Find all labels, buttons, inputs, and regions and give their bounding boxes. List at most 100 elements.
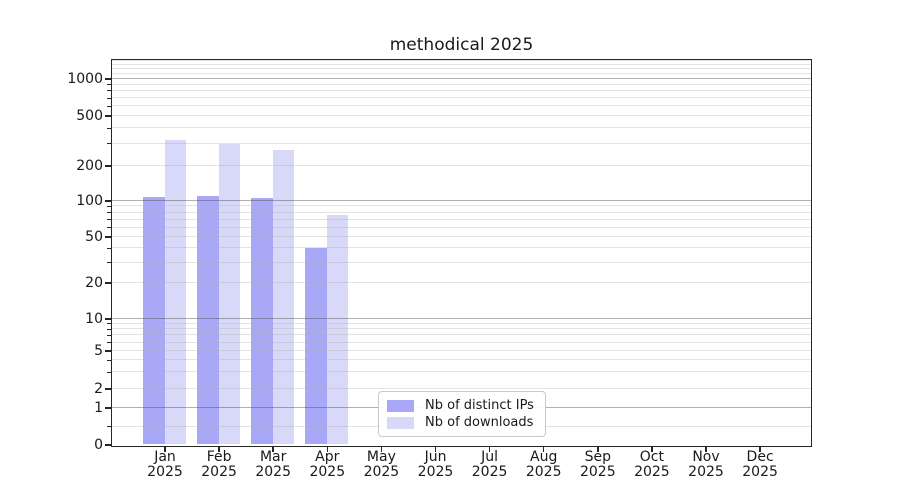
- y-tick-label: 5: [94, 343, 103, 359]
- x-tick-label: Jul 2025: [460, 450, 520, 480]
- gridline-minor: [111, 218, 811, 220]
- x-tick-label-year: 2025: [255, 464, 291, 480]
- gridline-minor: [111, 83, 811, 85]
- gridline-minor: [111, 226, 811, 228]
- x-tick-label-year: 2025: [742, 464, 778, 480]
- x-tick-label-year: 2025: [688, 464, 724, 480]
- y-tick-label: 200: [76, 158, 103, 174]
- gridline-minor: [111, 205, 811, 207]
- x-tick-label: Apr 2025: [297, 450, 357, 480]
- x-tick-label: Feb 2025: [189, 450, 249, 480]
- y-tick-label: 20: [85, 275, 103, 291]
- x-tick-label-month: Sep: [584, 449, 611, 465]
- y-tick-label: 1000: [67, 71, 103, 87]
- x-tick-label-year: 2025: [147, 464, 183, 480]
- x-tick-label-year: 2025: [471, 464, 508, 480]
- y-minor-tick-mark: [107, 328, 111, 330]
- gridline-major: [111, 318, 811, 320]
- x-tick-label-month: Nov: [692, 449, 720, 465]
- x-tick-label-year: 2025: [201, 464, 237, 480]
- gridline-minor: [111, 328, 811, 330]
- y-minor-tick-mark: [107, 84, 111, 86]
- gridline-minor: [111, 72, 811, 74]
- x-tick-label-year: 2025: [525, 464, 562, 480]
- gridline-minor: [111, 261, 811, 263]
- x-tick-label-month: Feb: [206, 449, 232, 465]
- x-tick-label: Oct 2025: [622, 450, 682, 480]
- bar-nb-of-downloads-jan-2025: [164, 139, 186, 445]
- y-tick-label: 0: [94, 437, 103, 453]
- y-tick-label: 500: [76, 108, 103, 124]
- x-tick-label-year: 2025: [634, 464, 670, 480]
- legend-row-downloads: Nb of downloads: [387, 414, 537, 431]
- x-tick-label-year: 2025: [417, 464, 454, 480]
- y-tick-label: 1: [94, 400, 103, 416]
- gridline-minor: [111, 322, 811, 324]
- gridline-minor: [111, 388, 811, 389]
- y-minor-tick-mark: [107, 247, 111, 249]
- legend-swatch-distinct-ips: [387, 399, 414, 412]
- y-minor-tick-mark: [107, 342, 111, 344]
- x-tick-label: Aug 2025: [514, 450, 574, 480]
- y-minor-tick-mark: [107, 105, 111, 107]
- x-tick-label: Sep 2025: [568, 450, 628, 480]
- x-tick-label: Jan 2025: [135, 450, 195, 480]
- x-tick-mark: [218, 446, 220, 452]
- x-tick-mark: [759, 446, 761, 452]
- gridline-minor: [111, 142, 811, 144]
- chart-title: methodical 2025: [389, 35, 534, 55]
- gridline-minor: [111, 282, 811, 283]
- gridline-minor: [111, 247, 811, 249]
- x-tick-label: Jun 2025: [406, 450, 466, 480]
- x-tick-mark: [542, 446, 545, 452]
- x-tick-label-year: 2025: [579, 464, 616, 480]
- y-minor-tick-mark: [107, 205, 111, 207]
- gridline-minor: [111, 60, 811, 62]
- x-tick-label-year: 2025: [363, 464, 400, 480]
- gridline-minor: [111, 127, 811, 129]
- x-tick-label-year: 2025: [309, 464, 346, 480]
- bar-nb-of-distinct-ips-mar-2025: [251, 197, 273, 445]
- gridline-minor: [111, 89, 811, 91]
- gridline-minor: [111, 115, 811, 116]
- bar-nb-of-distinct-ips-feb-2025: [197, 195, 219, 445]
- gridline-minor: [111, 350, 811, 351]
- y-tick-mark: [104, 318, 111, 320]
- legend-swatch-downloads: [387, 416, 414, 429]
- gridline-minor: [111, 359, 811, 361]
- legend-label-downloads: Nb of downloads: [425, 415, 534, 430]
- gridline-minor: [111, 105, 811, 107]
- x-tick-mark: [597, 446, 599, 452]
- x-tick-label-month: Jan: [154, 449, 176, 465]
- y-minor-tick-mark: [107, 143, 111, 145]
- x-tick-label-month: Jul: [481, 449, 499, 465]
- gridline-major: [111, 78, 811, 80]
- y-minor-tick-mark: [107, 334, 111, 336]
- x-tick-label: May 2025: [351, 450, 411, 480]
- y-minor-tick-mark: [107, 115, 111, 117]
- y-minor-tick-mark: [107, 371, 111, 373]
- x-tick-label-month: Aug: [530, 449, 558, 465]
- x-tick-mark: [326, 446, 329, 452]
- x-tick-mark: [651, 446, 653, 452]
- y-minor-tick-mark: [107, 212, 111, 214]
- legend-label-distinct-ips: Nb of distinct IPs: [425, 398, 534, 413]
- bar-nb-of-downloads-feb-2025: [218, 144, 241, 445]
- x-tick-label-month: Mar: [259, 449, 287, 465]
- y-minor-tick-mark: [107, 97, 111, 99]
- bar-nb-of-distinct-ips-apr-2025: [305, 247, 327, 445]
- x-tick-mark: [705, 446, 707, 452]
- x-tick-mark: [272, 446, 274, 452]
- bar-nb-of-downloads-apr-2025: [326, 215, 349, 445]
- bar-nb-of-distinct-ips-jan-2025: [143, 196, 165, 445]
- legend: Nb of distinct IPs Nb of downloads: [378, 391, 546, 437]
- x-tick-label-month: Dec: [746, 449, 774, 465]
- gridline-minor: [111, 334, 811, 336]
- x-tick-mark: [434, 446, 437, 452]
- y-tick-mark: [104, 78, 111, 80]
- y-tick-mark: [104, 200, 111, 202]
- y-tick-mark: [104, 444, 111, 446]
- gridline-minor: [111, 63, 811, 65]
- x-tick-label-month: Oct: [639, 449, 664, 465]
